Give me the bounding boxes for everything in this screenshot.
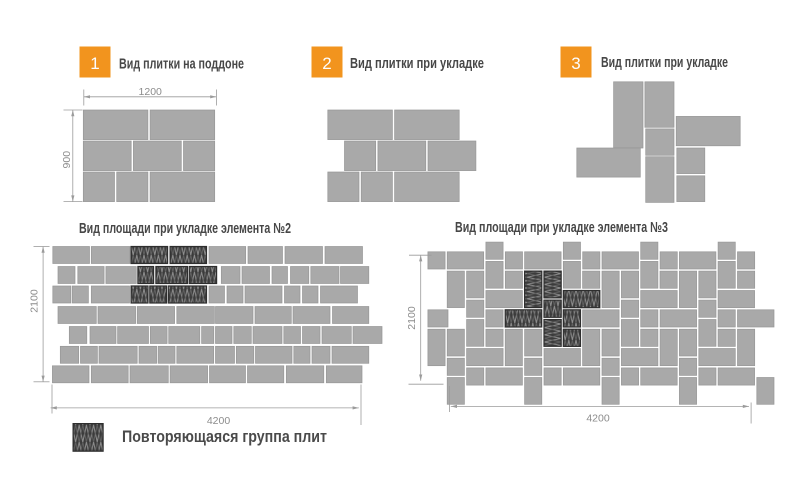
svg-text:2100: 2100 bbox=[29, 289, 41, 313]
svg-text:Вид площади при укладке элемен: Вид площади при укладке элемента №3 bbox=[455, 220, 668, 236]
svg-text:2100: 2100 bbox=[406, 306, 418, 330]
svg-text:Вид плитки на поддоне: Вид плитки на поддоне bbox=[119, 57, 244, 73]
svg-text:900: 900 bbox=[61, 151, 73, 169]
svg-text:Повторяющаяся группа плит: Повторяющаяся группа плит bbox=[122, 427, 327, 446]
svg-text:1200: 1200 bbox=[139, 86, 163, 98]
svg-text:4200: 4200 bbox=[586, 412, 610, 424]
svg-text:4200: 4200 bbox=[207, 415, 231, 427]
svg-text:Вид плитки при укладке: Вид плитки при укладке bbox=[601, 55, 728, 71]
svg-text:2: 2 bbox=[322, 54, 331, 73]
svg-text:1: 1 bbox=[90, 54, 99, 73]
svg-text:Вид плитки при укладке: Вид плитки при укладке bbox=[350, 56, 484, 72]
svg-text:3: 3 bbox=[571, 54, 580, 73]
svg-text:Вид площади при укладке элемен: Вид площади при укладке элемента №2 bbox=[79, 221, 291, 237]
